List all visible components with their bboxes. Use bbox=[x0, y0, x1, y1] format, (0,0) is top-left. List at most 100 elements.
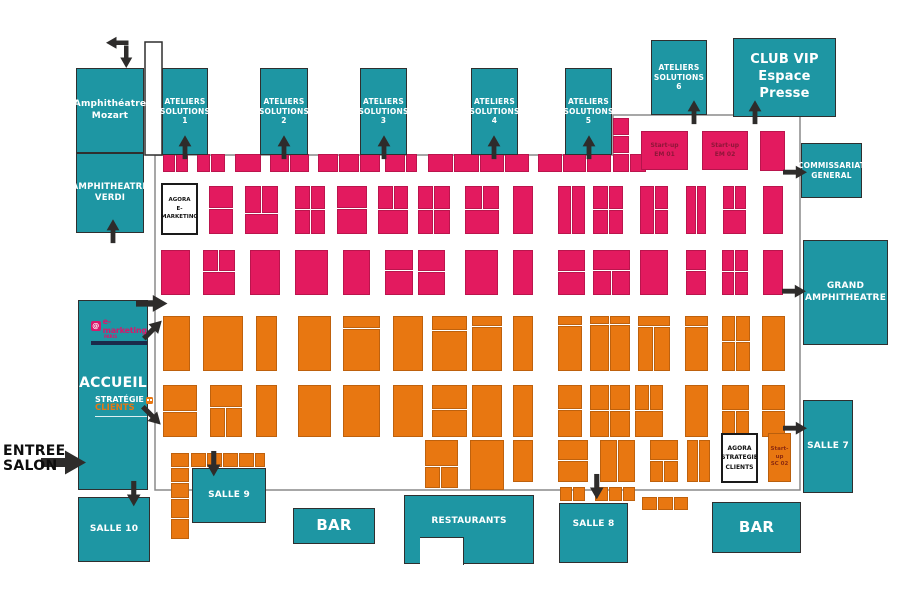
exhibitor-booth-orange bbox=[610, 385, 630, 410]
exhibitor-booth-orange bbox=[298, 316, 331, 371]
room-label: ATELIERS SOLUTIONS 5 bbox=[563, 96, 614, 126]
exhibitor-booth-orange bbox=[722, 411, 735, 437]
room-label: GRAND AMPHITHEATRE bbox=[804, 280, 887, 303]
direction-arrow-down bbox=[115, 45, 138, 69]
direction-arrow-left bbox=[105, 36, 129, 50]
strategie-tagline-bar bbox=[95, 415, 147, 417]
exhibitor-booth-pink bbox=[735, 186, 746, 209]
direction-arrow-right bbox=[40, 449, 86, 476]
exhibitor-booth-pink bbox=[609, 210, 623, 234]
exhibitor-booth-orange bbox=[472, 327, 502, 371]
exhibitor-booth-orange bbox=[687, 440, 698, 482]
exhibitor-booth-orange bbox=[513, 316, 533, 371]
startup-em-01: Start-up EM 01 bbox=[641, 131, 688, 170]
exhibitor-booth-pink bbox=[394, 186, 408, 209]
exhibitor-booth-pink bbox=[655, 186, 668, 209]
exhibitor-booth-orange bbox=[699, 440, 710, 482]
exhibitor-booth-pink bbox=[161, 250, 190, 295]
room-label: BAR bbox=[316, 516, 352, 535]
direction-arrow-down bbox=[121, 481, 147, 507]
room-label: SALLE 7 bbox=[807, 440, 849, 451]
direction-arrow-right bbox=[783, 421, 807, 435]
room-amphitheatre-verdi: AMPHITHEATRE VERDI bbox=[72, 153, 148, 233]
exhibitor-booth-orange bbox=[674, 497, 688, 510]
exhibitor-booth-orange bbox=[762, 316, 785, 371]
room-label: CLUB VIP Espace Presse bbox=[750, 52, 819, 101]
exhibitor-booth-orange bbox=[472, 316, 502, 326]
exhibitor-booth-pink bbox=[203, 272, 235, 295]
room-grand-amphitheatre: GRAND AMPHITHEATRE bbox=[803, 240, 888, 345]
room-accueil: ACCUEIL bbox=[78, 300, 148, 490]
exhibitor-booth-orange bbox=[650, 461, 663, 482]
exhibitor-booth-pink bbox=[723, 210, 746, 234]
exhibitor-booth-orange bbox=[343, 329, 380, 371]
exhibitor-booth-orange bbox=[722, 342, 735, 371]
exhibitor-booth-orange bbox=[203, 316, 243, 371]
direction-arrow-right bbox=[782, 284, 806, 298]
exhibitor-booth-orange bbox=[722, 316, 735, 341]
exhibitor-booth-pink bbox=[612, 271, 630, 295]
exhibitor-booth-pink bbox=[385, 250, 413, 270]
exhibitor-booth-orange bbox=[171, 519, 189, 539]
exhibitor-booth-orange bbox=[393, 385, 423, 437]
exhibitor-booth-pink bbox=[722, 272, 734, 295]
exhibitor-booth-orange bbox=[610, 316, 630, 324]
exhibitor-booth-pink bbox=[593, 210, 608, 234]
exhibitor-booth-orange bbox=[163, 412, 197, 437]
exhibitor-booth-orange bbox=[762, 411, 785, 437]
exhibitor-booth-pink bbox=[609, 186, 623, 209]
exhibitor-booth-orange bbox=[343, 316, 380, 328]
exhibitor-booth-pink bbox=[735, 250, 748, 271]
exhibitor-booth-pink bbox=[385, 154, 405, 172]
exhibitor-booth-pink bbox=[505, 154, 529, 172]
room-salle-8: SALLE 8 bbox=[559, 503, 628, 563]
exhibitor-booth-pink bbox=[339, 154, 359, 172]
exhibitor-booth-orange bbox=[210, 385, 242, 407]
room-label: AMPHITHEATRE VERDI bbox=[71, 181, 149, 203]
exhibitor-booth-pink bbox=[295, 250, 328, 295]
exhibitor-booth-orange bbox=[558, 316, 582, 325]
exhibitor-booth-orange bbox=[256, 316, 277, 371]
exhibitor-booth-pink bbox=[763, 250, 783, 295]
exhibitor-booth-pink bbox=[209, 186, 233, 208]
exhibitor-booth-pink bbox=[406, 154, 417, 172]
exhibitor-booth-pink bbox=[378, 186, 393, 209]
startup-sc-02: Start-up SC 02 bbox=[768, 433, 791, 482]
exhibitor-booth-orange bbox=[558, 410, 582, 437]
exhibitor-booth-pink bbox=[655, 210, 668, 234]
exhibitor-booth-pink bbox=[465, 210, 499, 234]
exhibitor-booth-orange bbox=[432, 410, 467, 437]
room-notch bbox=[420, 537, 464, 565]
exhibitor-booth-orange bbox=[590, 385, 609, 410]
exhibitor-booth-orange bbox=[638, 316, 670, 326]
exhibitor-booth-orange bbox=[239, 453, 254, 467]
exhibitor-booth-pink bbox=[163, 154, 175, 172]
room-label: SALLE 10 bbox=[89, 523, 139, 534]
exhibitor-booth-orange bbox=[590, 325, 609, 371]
exhibitor-booth-pink bbox=[262, 186, 278, 213]
room-salle-10: SALLE 10 bbox=[78, 497, 150, 562]
speech-bubble-icon bbox=[145, 396, 153, 404]
exhibitor-booth-orange bbox=[623, 487, 635, 501]
exhibitor-booth-orange bbox=[558, 440, 588, 460]
startup-em-02: Start-up EM 02 bbox=[702, 131, 748, 170]
exhibitor-booth-orange bbox=[590, 316, 609, 324]
direction-arrow-up bbox=[173, 135, 197, 159]
exhibitor-booth-orange bbox=[560, 487, 572, 501]
exhibitor-booth-pink bbox=[219, 250, 235, 271]
direction-arrow-down bbox=[201, 451, 227, 477]
exhibitor-booth-pink bbox=[211, 154, 225, 172]
exhibitor-booth-pink bbox=[593, 186, 608, 209]
exhibitor-booth-orange bbox=[685, 327, 708, 371]
room-label: ATELIERS SOLUTIONS 2 bbox=[258, 96, 310, 126]
direction-arrow-right bbox=[783, 165, 807, 179]
exhibitor-booth-orange bbox=[472, 385, 502, 437]
e-marketing-logo-sub: PARIS bbox=[104, 334, 118, 339]
exhibitor-booth-orange bbox=[654, 327, 670, 371]
exhibitor-booth-orange bbox=[226, 408, 242, 437]
room-label: ATELIERS SOLUTIONS 6 bbox=[653, 62, 705, 92]
exhibitor-booth-pink bbox=[209, 209, 233, 234]
e-marketing-logo-icon: @ bbox=[91, 321, 101, 331]
exhibitor-booth-orange bbox=[610, 325, 630, 371]
